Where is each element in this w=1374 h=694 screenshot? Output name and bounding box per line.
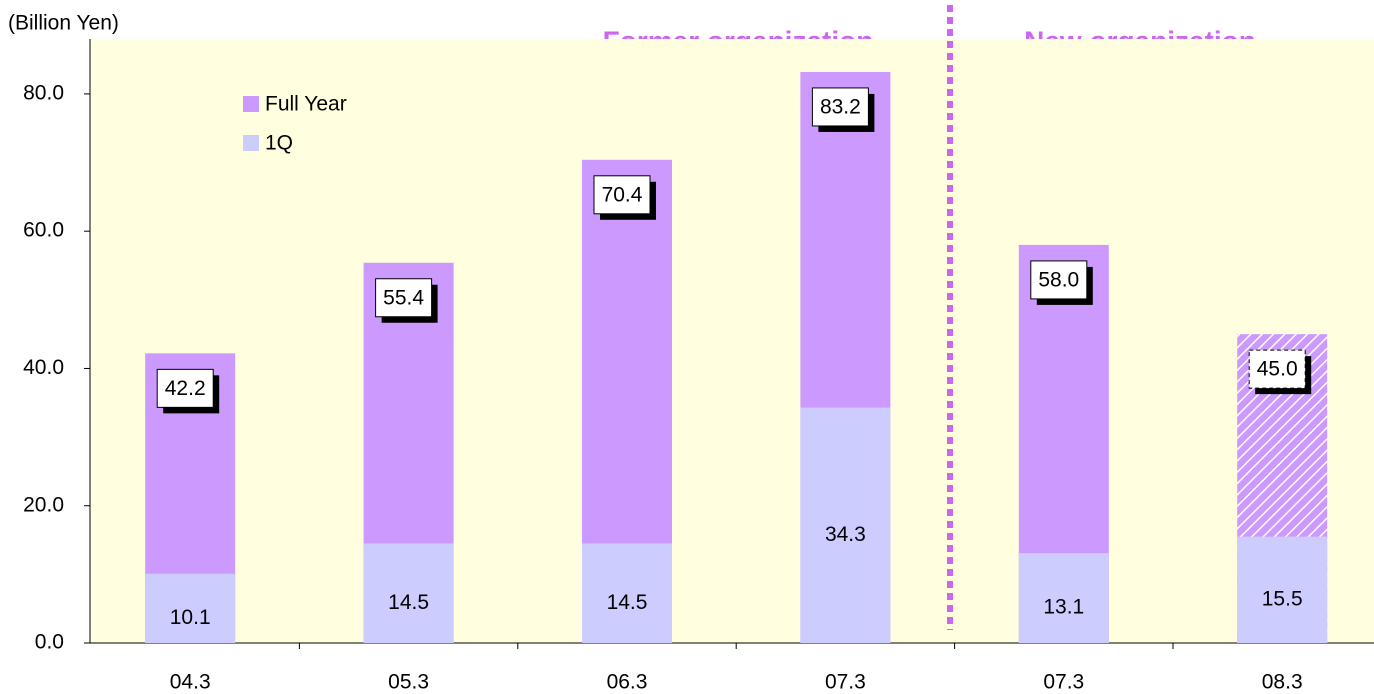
legend-label: Full Year: [265, 93, 347, 116]
value-label: 15.5: [1262, 587, 1303, 610]
bar: [582, 543, 672, 643]
bar: [1018, 553, 1109, 643]
label-box: [1248, 349, 1306, 389]
value-label: 10.1: [170, 606, 211, 629]
plot-background: [90, 39, 1374, 643]
y-tick-label: 80.0: [23, 81, 64, 104]
label-box: [156, 368, 214, 408]
x-tick-label: 07.3: [825, 671, 866, 694]
y-tick-label: 20.0: [23, 493, 64, 516]
y-tick-label: 60.0: [23, 219, 64, 242]
x-tick-label: 07.3: [1043, 671, 1084, 694]
legend-label: 1Q: [265, 132, 293, 155]
unit-label: (Billion Yen): [8, 12, 119, 35]
y-tick-label: 0.0: [35, 631, 64, 654]
x-tick-label: 06.3: [607, 671, 648, 694]
value-label: 55.4: [383, 286, 424, 309]
x-tick-label: 04.3: [170, 671, 211, 694]
bar: [1237, 536, 1328, 643]
bar: [363, 543, 454, 643]
value-label: 45.0: [1257, 358, 1298, 381]
value-label: 58.0: [1038, 268, 1079, 291]
value-label: 34.3: [825, 523, 866, 546]
value-label: 70.4: [602, 183, 643, 206]
x-tick-label: 05.3: [388, 671, 429, 694]
label-box: [593, 175, 651, 215]
label-box: [375, 278, 433, 318]
x-tick-label: 08.3: [1262, 671, 1303, 694]
value-label: 14.5: [607, 591, 648, 614]
value-label: 13.1: [1043, 596, 1084, 619]
legend-swatch: [243, 96, 259, 112]
value-label: 14.5: [388, 591, 429, 614]
y-tick-label: 40.0: [23, 356, 64, 379]
bar: [145, 573, 236, 643]
legend-swatch: [243, 135, 259, 151]
bar: [800, 407, 891, 643]
label-box: [811, 87, 869, 127]
value-label: 83.2: [820, 95, 861, 118]
label-box: [1030, 260, 1088, 300]
value-label: 42.2: [165, 377, 206, 400]
